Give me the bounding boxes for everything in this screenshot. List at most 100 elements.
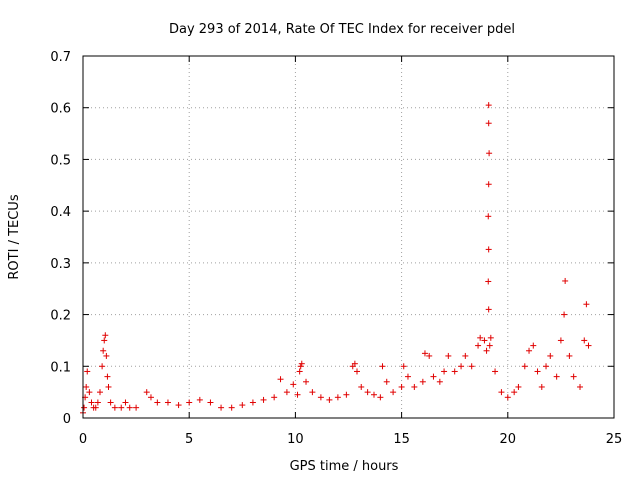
data-point [107,399,114,406]
data-point [317,394,324,401]
data-point [430,373,437,380]
data-point [570,373,577,380]
data-point [143,389,150,396]
data-point [164,399,171,406]
data-point [458,363,465,370]
data-point [511,389,518,396]
y-tick-label: 0.1 [50,360,71,375]
y-tick-label: 0.7 [50,50,71,65]
data-point [196,396,203,403]
data-point [419,378,426,385]
y-tick-label: 0 [63,412,71,427]
data-point [398,383,405,390]
data-point [547,352,554,359]
x-tick-label: 20 [500,432,517,447]
data-point [290,381,297,388]
data-point [103,352,110,359]
data-point [118,404,125,411]
data-point [296,368,303,375]
data-point [353,368,360,375]
data-point [485,306,492,313]
data-point [487,334,494,341]
data-point [421,350,428,357]
data-point [492,368,499,375]
data-point [475,342,482,349]
data-point [239,402,246,409]
y-tick-label: 0.3 [50,257,71,272]
y-tick-label: 0.5 [50,153,71,168]
data-point [485,213,492,220]
data-point [485,246,492,253]
data-point [186,399,193,406]
data-point [561,311,568,318]
data-point [326,396,333,403]
data-point [92,404,99,411]
x-tick-label: 0 [79,432,87,447]
data-point [477,334,484,341]
data-point [483,347,490,354]
data-point [390,389,397,396]
data-point [515,383,522,390]
data-point [104,373,111,380]
data-point [99,363,106,370]
data-point [88,399,95,406]
data-point [485,102,492,109]
data-point [526,347,533,354]
y-tick-label: 0.4 [50,205,71,220]
data-point [521,363,528,370]
data-point [451,368,458,375]
y-tick-label: 0.2 [50,309,71,324]
data-point [411,383,418,390]
data-point [530,342,537,349]
data-point [557,337,564,344]
data-point [298,360,305,367]
data-point [441,368,448,375]
data-point [260,396,267,403]
data-point [105,383,112,390]
y-tick-label: 0.6 [50,102,71,117]
data-point [468,363,475,370]
data-point [207,399,214,406]
data-point [543,363,550,370]
data-point [485,120,492,127]
data-point [364,389,371,396]
x-axis-label: GPS time / hours [290,459,399,474]
x-tick-label: 15 [393,432,410,447]
data-point [481,337,488,344]
x-tick-label: 25 [606,432,623,447]
data-point [343,391,350,398]
data-point [498,389,505,396]
data-point [96,389,103,396]
data-point [486,342,493,349]
x-tick-label: 5 [185,432,193,447]
data-point [111,404,118,411]
data-point [94,399,101,406]
data-point [426,352,433,359]
data-point [309,389,316,396]
data-point [485,181,492,188]
y-axis-label: ROTI / TECUs [7,194,22,279]
data-point [504,394,511,401]
data-point [581,337,588,344]
data-point [577,383,584,390]
data-point [553,373,560,380]
data-point [436,378,443,385]
data-point [370,391,377,398]
x-tick-label: 10 [287,432,304,447]
data-point [303,378,310,385]
data-point [84,368,91,375]
data-point [534,368,541,375]
plot-frame [82,55,615,419]
data-point [100,347,107,354]
data-point [102,332,109,339]
data-markers [80,102,592,416]
data-point [585,342,592,349]
data-point [562,277,569,284]
grid-lines [83,56,614,418]
data-point [404,373,411,380]
data-point [445,352,452,359]
data-point [86,389,93,396]
chart-title: Day 293 of 2014, Rate Of TEC Index for r… [169,22,515,37]
data-point [566,352,573,359]
